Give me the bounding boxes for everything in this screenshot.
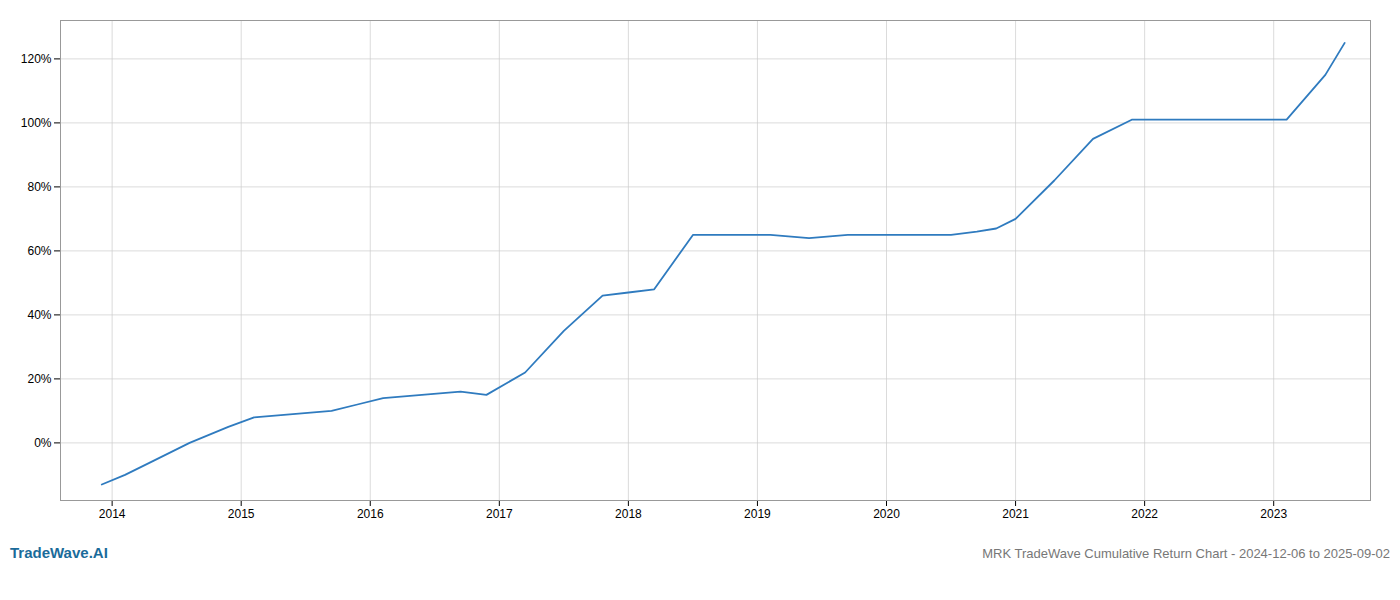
svg-text:80%: 80% [27,180,51,194]
svg-text:2021: 2021 [1002,507,1029,521]
svg-text:100%: 100% [21,116,52,130]
svg-text:40%: 40% [27,308,51,322]
svg-text:2018: 2018 [615,507,642,521]
svg-text:60%: 60% [27,244,51,258]
svg-text:2019: 2019 [744,507,771,521]
svg-text:2017: 2017 [486,507,513,521]
svg-text:2022: 2022 [1131,507,1158,521]
svg-text:2015: 2015 [228,507,255,521]
html-text:TradeWave.AI: TradeWave.AI [10,544,108,561]
svg-text:2016: 2016 [357,507,384,521]
svg-text:2020: 2020 [873,507,900,521]
svg-text:0%: 0% [34,436,52,450]
svg-text:2023: 2023 [1260,507,1287,521]
svg-text:20%: 20% [27,372,51,386]
svg-text:2014: 2014 [99,507,126,521]
html-text:MRK TradeWave Cumulative Retur: MRK TradeWave Cumulative Return Chart - … [982,546,1390,561]
svg-text:120%: 120% [21,52,52,66]
